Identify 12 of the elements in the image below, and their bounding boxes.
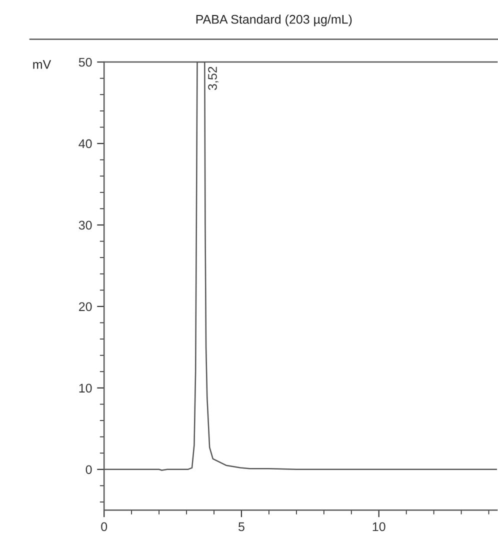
x-tick-label: 5 bbox=[238, 522, 244, 532]
y-tick-label: 40 bbox=[78, 139, 92, 148]
y-axis-title: mV bbox=[33, 60, 52, 69]
y-tick-label: 0 bbox=[86, 465, 92, 474]
y-tick-label: 50 bbox=[78, 58, 92, 67]
y-tick-label: 20 bbox=[79, 302, 92, 312]
y-tick-label: 10 bbox=[79, 384, 92, 393]
x-tick-label: 0 bbox=[101, 522, 108, 532]
x-tick-label: 10 bbox=[372, 522, 386, 532]
chart-title: PABA Standard (203 µg/mL) bbox=[196, 14, 352, 26]
y-tick-label: 30 bbox=[78, 220, 92, 230]
annotation: 3,52 bbox=[208, 66, 218, 90]
